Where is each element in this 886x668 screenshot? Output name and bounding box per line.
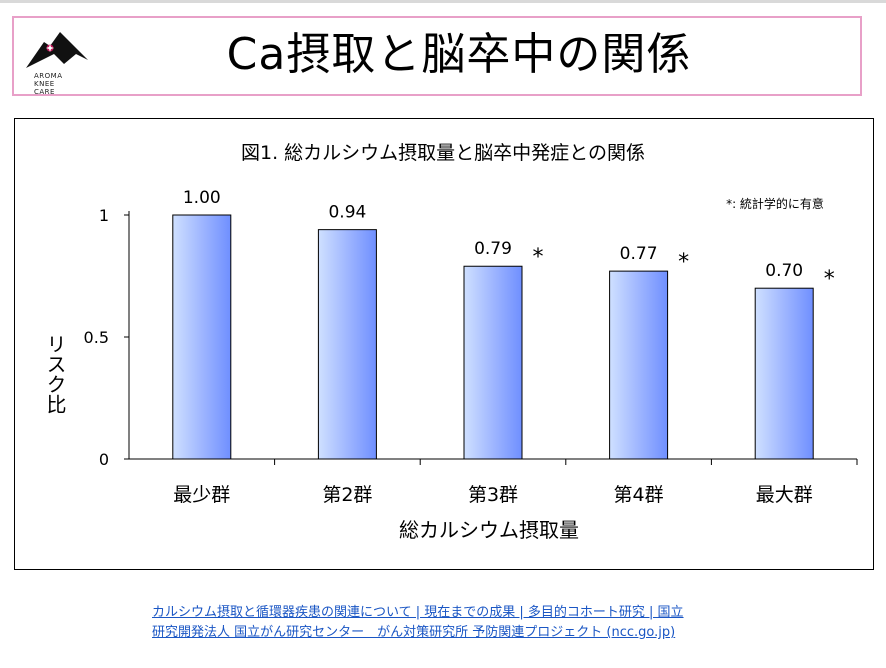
aroma-knee-care-logo: AROMA KNEE CARE [24,24,90,96]
y-axis-label: リスク比 [43,334,67,414]
data-label: 1.00 [183,188,221,208]
logo-line: AROMA [34,72,63,80]
data-label: 0.70 [765,261,803,281]
bar [463,265,523,460]
significance-marker: * [533,245,544,270]
slide-header: AROMA KNEE CARE Ca摂取と脳卒中の関係 [12,16,862,96]
chart-panel: 図1. 総カルシウム摂取量と脳卒中発症との関係 *: 統計学的に有意 リスク比 … [14,118,874,570]
y-tick-label: 0.5 [84,328,109,347]
source-link[interactable]: カルシウム摂取と循環器疾患の関連について | 現在までの成果 | 多目的コホート… [152,603,872,643]
y-tick-label: 1 [99,206,109,225]
mountain-logo-icon [26,32,88,68]
x-tick-label: 第3群 [468,484,518,506]
bar [172,214,232,460]
data-label: 0.79 [474,239,512,259]
x-tick-label: 最大群 [756,484,813,506]
x-tick-label: 第4群 [614,484,664,506]
page-title: Ca摂取と脳卒中の関係 [226,29,692,80]
x-axis-label: 総カルシウム摂取量 [399,518,579,542]
data-label: 0.77 [620,244,658,264]
x-tick-label: 最少群 [173,484,230,506]
bar-chart: 図1. 総カルシウム摂取量と脳卒中発症との関係 *: 統計学的に有意 リスク比 … [43,142,858,542]
source-citation[interactable]: カルシウム摂取と循環器疾患の関連について | 現在までの成果 | 多目的コホート… [152,603,872,643]
significance-marker: * [678,250,689,275]
logo-wordmark: AROMA KNEE CARE [34,72,74,96]
y-tick-label: 0 [99,450,109,469]
logo-line: KNEE [34,80,55,88]
significance-legend: *: 統計学的に有意 [726,196,824,211]
bar [754,287,814,460]
data-label: 0.94 [328,203,366,223]
logo-line: CARE [34,88,55,96]
x-tick-label: 第2群 [322,484,372,506]
source-line-1[interactable]: カルシウム摂取と循環器疾患の関連について | 現在までの成果 | 多目的コホート… [152,605,684,620]
top-rule [0,0,886,3]
source-line-2[interactable]: 研究開発法人 国立がん研究センター がん対策研究所 予防関連プロジェクト (nc… [152,625,676,640]
chart-title: 図1. 総カルシウム摂取量と脳卒中発症との関係 [241,142,645,164]
bar [317,229,377,460]
bar [609,270,669,460]
significance-marker: * [824,267,835,292]
